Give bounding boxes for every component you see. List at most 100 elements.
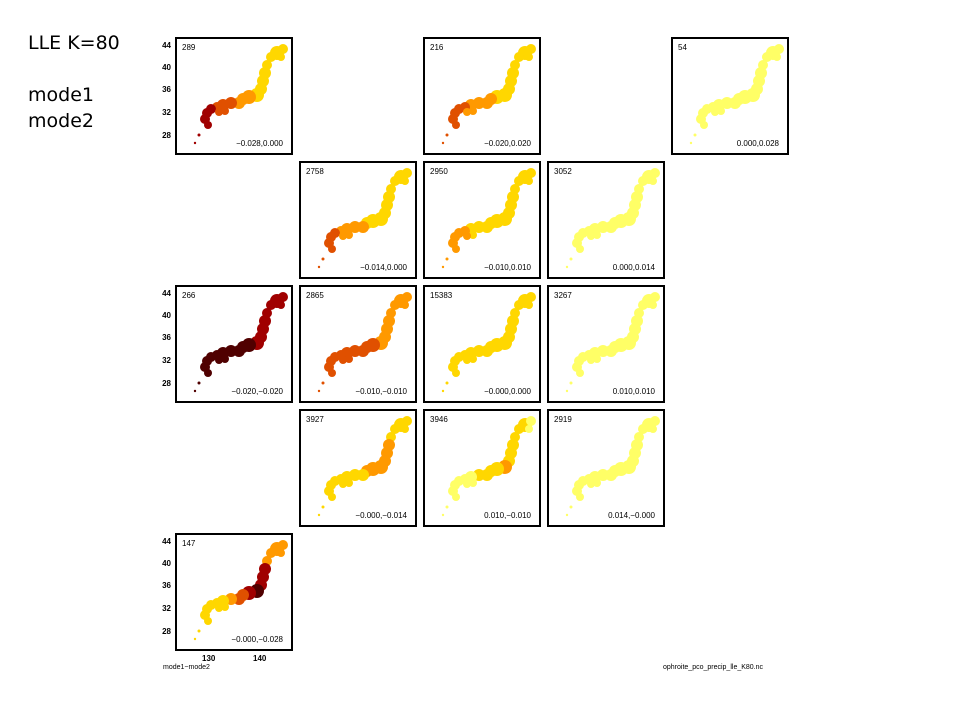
- map-cell: [526, 292, 536, 302]
- map-panel-3-3: 2919 0.014,−0.000: [547, 409, 665, 527]
- x-tick-label: 130: [202, 654, 216, 663]
- map-cell: [193, 141, 197, 145]
- map-cell: [514, 176, 524, 186]
- map-cell: [328, 245, 336, 253]
- map-cell: [452, 245, 460, 253]
- map-panel-2-3: 3267 0.010,0.010: [547, 285, 665, 403]
- panel-mode-values: −0.010,0.010: [484, 263, 531, 272]
- y-tick-label: 32: [162, 355, 171, 365]
- map-cell: [221, 107, 229, 115]
- map-cell: [569, 257, 573, 261]
- panel-mode-values: −0.010,−0.010: [355, 387, 407, 396]
- panel-count: 54: [678, 43, 687, 52]
- map-cell: [221, 603, 229, 611]
- map-cell: [328, 493, 336, 501]
- map-cell: [317, 513, 321, 517]
- panel-count: 266: [182, 291, 196, 300]
- map-cell: [469, 231, 477, 239]
- map-panel-2-2: 15383 −0.000,0.000: [423, 285, 541, 403]
- map-cell: [593, 479, 601, 487]
- japan-map: [317, 168, 412, 269]
- y-tick-label: 44: [162, 289, 171, 299]
- japan-map: [193, 44, 288, 145]
- map-cell: [565, 513, 569, 517]
- map-cell: [402, 168, 412, 178]
- map-cell: [266, 52, 276, 62]
- map-cell: [401, 301, 409, 309]
- panel-count: 3052: [554, 167, 572, 176]
- map-panel-2-1: 2865 −0.010,−0.010: [299, 285, 417, 403]
- map-panel-1-3: 3052 0.000,0.014: [547, 161, 665, 279]
- japan-map: [317, 416, 412, 517]
- panel-count: 3927: [306, 415, 324, 424]
- japan-map: [441, 416, 536, 517]
- map-cell: [717, 107, 725, 115]
- map-cell: [345, 231, 353, 239]
- panel-mode-values: −0.020,−0.020: [231, 387, 283, 396]
- map-cell: [221, 355, 229, 363]
- map-cell: [774, 44, 784, 54]
- axis-caption: mode1−mode2: [163, 664, 210, 671]
- y-tick-label: 32: [162, 603, 171, 613]
- y-tick-label: 36: [162, 333, 171, 343]
- map-cell: [339, 480, 347, 488]
- panel-mode-values: 0.010,−0.010: [484, 511, 531, 520]
- panel-count: 289: [182, 43, 196, 52]
- map-cell: [576, 369, 584, 377]
- map-cell: [401, 177, 409, 185]
- panel-mode-values: 0.010,0.010: [612, 387, 655, 396]
- map-cell: [569, 505, 573, 509]
- map-cell: [339, 232, 347, 240]
- y-tick-label: 28: [162, 379, 171, 389]
- panel-mode-values: −0.028,0.000: [236, 139, 283, 148]
- panel-count: 2865: [306, 291, 324, 300]
- map-cell: [514, 52, 524, 62]
- mode1-label: mode1: [28, 84, 94, 106]
- map-cell: [441, 389, 445, 393]
- map-cell: [593, 231, 601, 239]
- map-cell: [463, 108, 471, 116]
- japan-map: [441, 168, 536, 269]
- map-panel-3-1: 3927 −0.000,−0.014: [299, 409, 417, 527]
- map-cell: [650, 292, 660, 302]
- map-cell: [441, 265, 445, 269]
- map-cell: [650, 416, 660, 426]
- y-tick-label: 28: [162, 131, 171, 141]
- map-cell: [593, 355, 601, 363]
- panel-count: 2919: [554, 415, 572, 424]
- map-cell: [445, 381, 449, 385]
- map-panel-0-0: 289 −0.028,0.000: [175, 37, 293, 155]
- map-cell: [339, 356, 347, 364]
- map-cell: [711, 108, 719, 116]
- map-cell: [649, 425, 657, 433]
- map-cell: [445, 133, 449, 137]
- map-cell: [204, 369, 212, 377]
- y-tick-label: 28: [162, 627, 171, 637]
- map-cell: [565, 389, 569, 393]
- map-cell: [700, 121, 708, 129]
- map-cell: [469, 355, 477, 363]
- panel-mode-values: −0.014,0.000: [360, 263, 407, 272]
- panel-count: 15383: [430, 291, 453, 300]
- map-cell: [514, 300, 524, 310]
- map-cell: [445, 257, 449, 261]
- map-cell: [526, 44, 536, 54]
- map-cell: [193, 389, 197, 393]
- panel-count: 2950: [430, 167, 448, 176]
- map-cell: [321, 505, 325, 509]
- panel-mode-values: 0.000,0.014: [612, 263, 655, 272]
- map-cell: [649, 301, 657, 309]
- map-cell: [401, 425, 409, 433]
- map-cell: [266, 548, 276, 558]
- map-cell: [277, 53, 285, 61]
- map-cell: [689, 141, 693, 145]
- map-cell: [278, 292, 288, 302]
- panel-mode-values: −0.000,−0.028: [231, 635, 283, 644]
- map-cell: [328, 369, 336, 377]
- map-cell: [638, 424, 648, 434]
- map-cell: [197, 133, 201, 137]
- japan-map: [565, 292, 660, 393]
- map-cell: [445, 505, 449, 509]
- map-cell: [469, 479, 477, 487]
- map-cell: [193, 637, 197, 641]
